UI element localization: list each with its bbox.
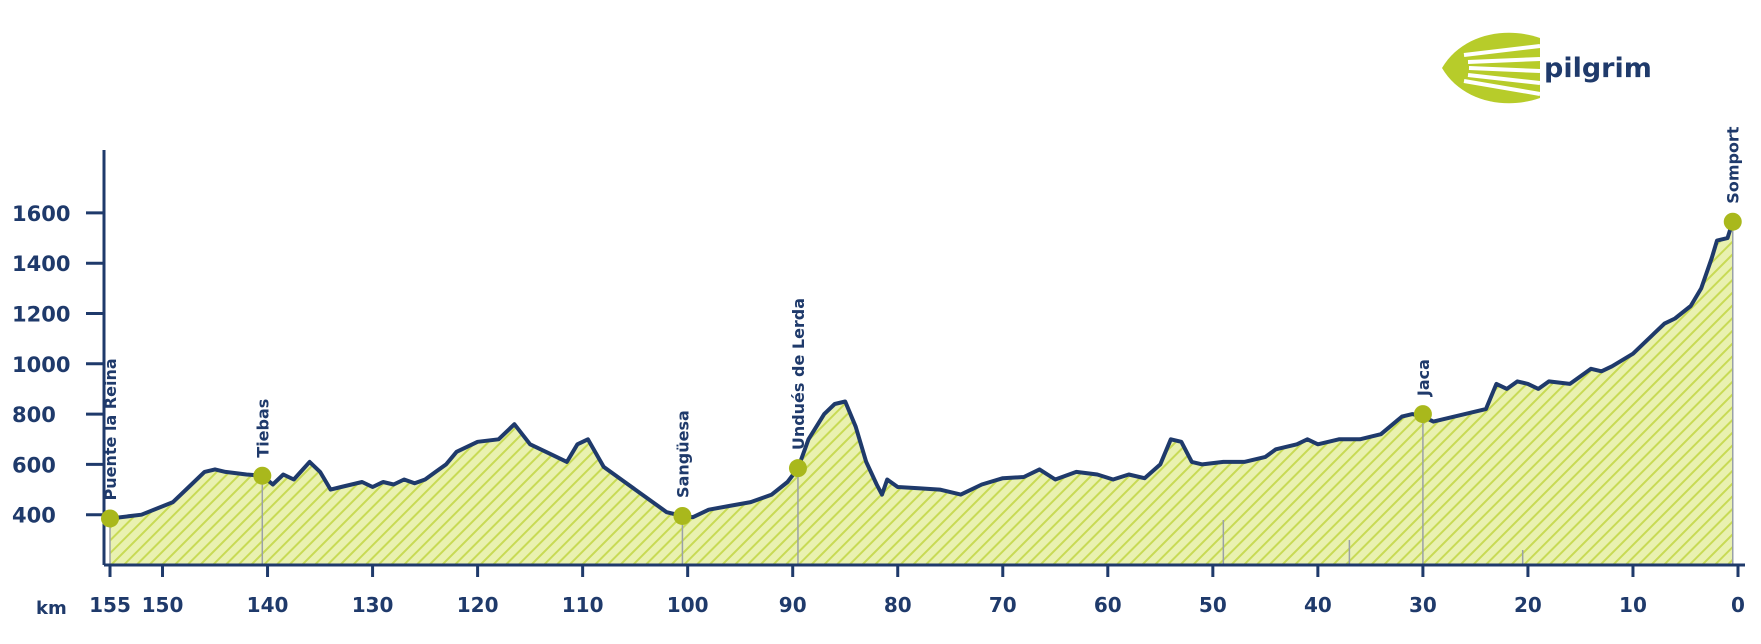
x-tick-label: 0	[1731, 593, 1745, 617]
waypoint-marker	[1723, 212, 1742, 231]
x-ticks: 155 150 140 130 120 110 100 90 80 70 60 50 40 30 20 10 0	[89, 565, 1745, 617]
elevation-area	[110, 221, 1733, 565]
x-tick-label: 10	[1619, 593, 1647, 617]
waypoint-marker	[788, 459, 807, 478]
elevation-line	[109, 221, 1735, 521]
waypoint-labels: Puente la Reina Tiebas Sangüesa Undués de L…	[101, 126, 1743, 500]
y-tick-label: 1400	[12, 252, 70, 276]
x-tick-label: 110	[562, 593, 604, 617]
x-tick-label: 20	[1514, 593, 1542, 617]
scallop-shell-icon	[1442, 32, 1541, 104]
brand-name: pilgrim	[1544, 53, 1652, 84]
x-tick-label: 100	[667, 593, 709, 617]
waypoint-marker	[253, 466, 272, 485]
x-tick-label: 80	[884, 593, 912, 617]
waypoint-marker	[101, 509, 119, 528]
x-tick-label: 60	[1094, 593, 1122, 617]
x-tick-label: 90	[779, 593, 807, 617]
minor-markers	[1222, 520, 1524, 565]
x-tick-label: 130	[352, 593, 394, 617]
waypoint-markers	[101, 212, 1742, 528]
y-tick-label: 800	[12, 403, 56, 427]
y-ticks: 400 600 800 1000 1200 1400 1600	[12, 202, 104, 528]
waypoint-label: Jaca	[1414, 359, 1433, 397]
y-tick-label: 400	[12, 504, 56, 528]
waypoint-label: Puente la Reina	[101, 358, 120, 500]
x-tick-label: 150	[142, 593, 184, 617]
waypoint-marker	[1413, 405, 1432, 424]
y-tick-label: 600	[12, 453, 56, 477]
y-tick-label: 1200	[12, 303, 70, 327]
x-tick-label: 140	[247, 593, 289, 617]
waypoint-label: Undués de Lerda	[789, 298, 808, 450]
waypoint-label: Tiebas	[253, 399, 272, 458]
waypoint-label: Somport	[1724, 126, 1743, 204]
waypoint-marker	[673, 506, 692, 525]
x-tick-label: 30	[1409, 593, 1437, 617]
waypoint-label: Sangüesa	[673, 410, 692, 498]
x-tick-label: 70	[989, 593, 1017, 617]
x-tick-label: 120	[457, 593, 499, 617]
x-tick-label: 40	[1304, 593, 1332, 617]
y-tick-label: 1000	[12, 353, 70, 377]
y-tick-label: 1600	[12, 202, 70, 226]
x-axis-unit-label: km	[36, 598, 67, 619]
brand-logo[interactable]: pilgrim	[1442, 32, 1652, 104]
x-tick-label: 50	[1199, 593, 1227, 617]
x-tick-label: 155	[89, 593, 131, 617]
